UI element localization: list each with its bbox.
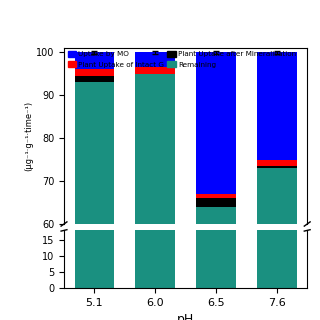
Bar — [75, 230, 114, 288]
Bar — [257, 52, 297, 160]
Bar — [257, 230, 297, 288]
Bar — [75, 76, 114, 82]
Bar — [196, 0, 236, 74]
Bar — [135, 230, 175, 288]
Bar — [75, 0, 114, 96]
Bar — [196, 207, 236, 224]
Bar — [135, 52, 175, 67]
Bar — [75, 52, 114, 69]
Bar — [196, 83, 236, 96]
Bar — [196, 52, 236, 194]
Bar — [75, 82, 114, 224]
Y-axis label: (μg⁻¹·g⁻¹·time⁻¹): (μg⁻¹·g⁻¹·time⁻¹) — [24, 101, 33, 171]
Bar — [196, 77, 236, 83]
X-axis label: pH: pH — [177, 313, 194, 320]
Bar — [196, 194, 236, 198]
Bar — [196, 198, 236, 207]
Bar — [75, 69, 114, 76]
Bar — [257, 0, 297, 48]
Bar — [257, 166, 297, 168]
Bar — [257, 160, 297, 166]
Bar — [257, 168, 297, 224]
Bar — [257, 48, 297, 53]
Bar — [135, 67, 175, 74]
Bar — [135, 0, 175, 96]
Bar — [196, 230, 236, 288]
Legend: Uptake by MO, Plant Uptake of Intact G, Plant Uptake after Mineralisation, Remai: Uptake by MO, Plant Uptake of Intact G, … — [68, 51, 296, 68]
Bar — [196, 74, 236, 77]
Bar — [257, 53, 297, 54]
Bar — [257, 54, 297, 96]
Bar — [135, 74, 175, 224]
